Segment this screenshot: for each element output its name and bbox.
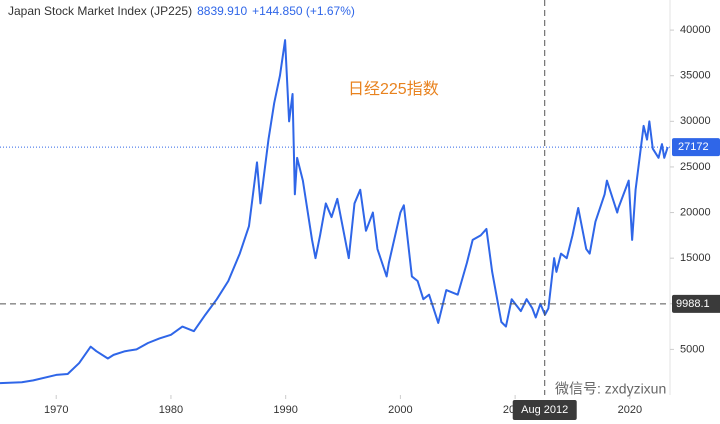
price-line (0, 39, 669, 385)
quote-change: +144.850 (+1.67%) (252, 4, 355, 18)
y-tick-label: 30000 (680, 115, 711, 127)
crosshair-x-label: Aug 2012 (521, 404, 568, 416)
y-tick-label: 15000 (680, 252, 711, 264)
title: Japan Stock Market Index (JP225) (8, 4, 192, 18)
y-tick-label: 25000 (680, 161, 711, 173)
x-tick-label: 1970 (44, 404, 68, 416)
chart-title: Japan Stock Market Index (JP225) 8839.910… (8, 4, 355, 18)
annotation: 日经225指数 (348, 80, 439, 98)
last-price-label: 27172 (678, 141, 709, 153)
x-tick-label: 1980 (159, 404, 183, 416)
crosshair-y-box (672, 294, 720, 313)
crosshair-x-box (512, 400, 577, 420)
quote-price: 8839.910 (197, 4, 247, 18)
y-tick-label: 20000 (680, 206, 711, 218)
x-tick-label: 2000 (388, 404, 412, 416)
last-price-box (672, 138, 720, 157)
y-tick-label: 35000 (680, 70, 711, 82)
y-tick-label: 5000 (680, 343, 704, 355)
x-tick-label: 2020 (618, 404, 642, 416)
x-tick-label: 1990 (273, 404, 297, 416)
y-tick-label: 40000 (680, 24, 711, 36)
crosshair-y-label: 9988.1 (676, 298, 710, 310)
watermark: 微信号: zxdyzixun (555, 381, 666, 397)
